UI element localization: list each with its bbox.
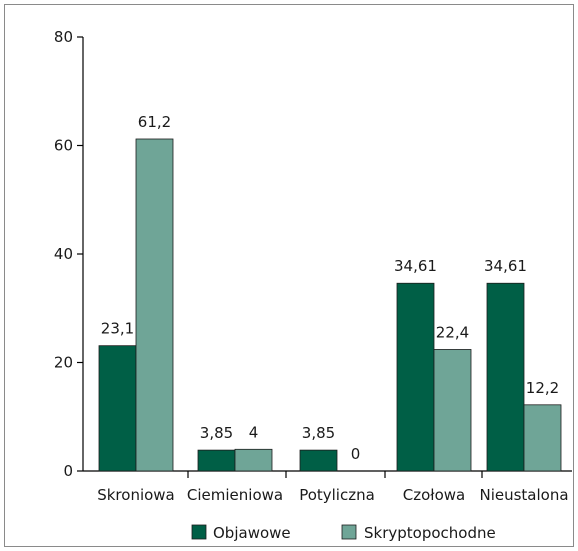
data-label: 0 xyxy=(351,445,361,463)
y-tick-label: 0 xyxy=(63,462,73,480)
data-label: 34,61 xyxy=(484,257,527,275)
y-axis: 0 20 40 60 80 xyxy=(54,28,84,480)
x-tick-label: Skroniowa xyxy=(97,486,175,504)
x-tick-label: Potyliczna xyxy=(299,486,375,504)
data-label: 61,2 xyxy=(138,113,171,131)
bar xyxy=(135,138,174,472)
y-tick-label: 40 xyxy=(54,245,73,263)
x-tick-label: Nieustalona xyxy=(479,486,568,504)
bar xyxy=(523,404,562,472)
legend-label: Objawowe xyxy=(213,524,291,542)
legend-swatch xyxy=(191,524,207,540)
data-label: 34,61 xyxy=(394,257,437,275)
data-label: 12,2 xyxy=(526,379,559,397)
data-label: 3,85 xyxy=(200,424,233,442)
bar xyxy=(396,282,435,472)
legend: Objawowe Skryptopochodne xyxy=(191,524,496,542)
bar xyxy=(234,448,273,472)
bar xyxy=(98,345,137,472)
data-label: 4 xyxy=(249,423,259,441)
x-tick-label: Czołowa xyxy=(403,486,465,504)
y-tick-label: 80 xyxy=(54,28,73,46)
bar xyxy=(486,282,525,472)
data-label: 22,4 xyxy=(436,323,469,341)
bar xyxy=(433,349,472,472)
bars: 23,1 3,85 3,85 34,61 34,61 61,2 4 0 22,4 12,2 xyxy=(98,113,562,472)
legend-swatch xyxy=(341,524,357,540)
y-tick-label: 60 xyxy=(54,137,73,155)
x-tick-label: Ciemieniowa xyxy=(187,486,283,504)
bar xyxy=(299,449,338,472)
x-axis: Skroniowa Ciemieniowa Potyliczna Czołowa Nie… xyxy=(83,470,572,504)
data-label: 3,85 xyxy=(302,424,335,442)
y-tick-label: 20 xyxy=(54,354,73,372)
data-label: 23,1 xyxy=(101,320,134,338)
bar xyxy=(197,449,236,472)
legend-label: Skryptopochodne xyxy=(364,524,496,542)
